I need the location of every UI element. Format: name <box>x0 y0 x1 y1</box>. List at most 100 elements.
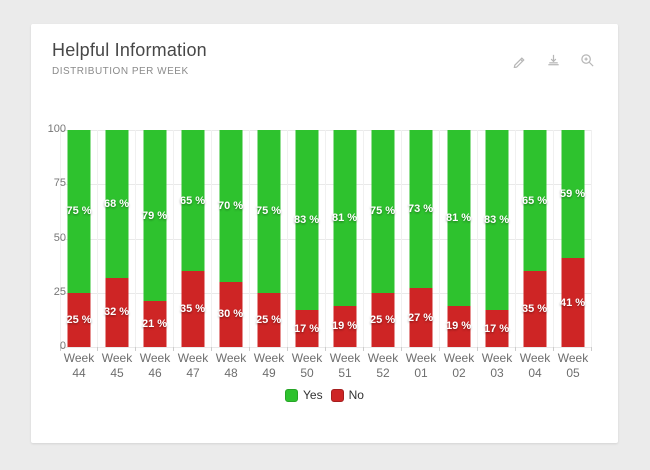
x-axis-label: Week 03 <box>478 351 516 381</box>
gridline <box>60 184 592 186</box>
x-axis-label-line2: 01 <box>414 366 428 380</box>
bar-value-label: 73 % <box>407 203 434 216</box>
legend-item-no[interactable]: No <box>330 388 364 402</box>
bar-value-label: 81 % <box>331 211 358 224</box>
bar-value-label: 79 % <box>141 209 168 222</box>
bar-segment-yes[interactable]: 83 % <box>293 130 320 311</box>
bar-value-label: 25 % <box>369 313 396 326</box>
x-axis-label-line1: Week <box>63 351 95 365</box>
category-cell: 83 % 17 % <box>288 130 326 351</box>
category-cell: 75 % 25 % <box>364 130 402 351</box>
bar-week-44: 75 % 25 % <box>66 130 92 347</box>
download-icon <box>548 54 559 65</box>
bar-segment-yes[interactable]: 68 % <box>103 130 130 278</box>
bar-week-51: 81 % 19 % <box>331 130 358 347</box>
download-button[interactable] <box>546 52 562 68</box>
bar-week-50: 83 % 17 % <box>293 130 320 347</box>
x-axis-label: Week 49 <box>250 351 288 381</box>
bar-value-label: 17 % <box>483 322 510 335</box>
bar-segment-yes[interactable]: 73 % <box>407 130 434 289</box>
bar-week-49: 75 % 25 % <box>255 130 282 347</box>
bar-segment-yes[interactable]: 70 % <box>217 130 244 282</box>
gridline <box>60 130 592 131</box>
magnifier-icon <box>581 53 594 67</box>
card-header: Helpful Information DISTRIBUTION PER WEE… <box>31 24 618 77</box>
bar-week-03: 83 % 17 % <box>483 130 510 347</box>
bar-value-label: 25 % <box>255 313 282 326</box>
bar-segment-yes[interactable]: 83 % <box>484 130 509 311</box>
x-axis-label-line2: 46 <box>148 366 162 380</box>
x-axis-label-line1: Week <box>329 351 361 365</box>
bar-segment-no[interactable]: 19 % <box>446 305 471 347</box>
bar-value-label: 65 % <box>521 194 548 207</box>
bar-segment-yes[interactable]: 81 % <box>445 130 472 306</box>
x-axis-label-line2: 51 <box>338 366 352 380</box>
category-cell: 75 % 25 % <box>60 130 98 351</box>
y-axis-label: 50 <box>53 231 66 244</box>
bar-segment-yes[interactable]: 75 % <box>256 130 281 293</box>
bar-segment-yes[interactable]: 79 % <box>141 130 168 302</box>
bar-segment-no[interactable]: 17 % <box>483 310 510 347</box>
bar-value-label: 19 % <box>331 320 358 333</box>
x-axis-label: Week 02 <box>440 351 478 381</box>
bar-segment-yes[interactable]: 81 % <box>331 130 358 306</box>
legend-item-yes[interactable]: Yes <box>285 388 323 402</box>
category-cell: 81 % 19 % <box>326 130 364 351</box>
y-axis-label: 100 <box>47 123 66 135</box>
x-axis-label: Week 47 <box>174 351 212 381</box>
x-axis-label-line2: 02 <box>452 366 466 380</box>
x-axis-label-line2: 05 <box>566 366 580 380</box>
x-axis-label: Week 45 <box>98 351 136 381</box>
x-axis-label-line1: Week <box>481 351 513 365</box>
x-axis-labels: Week 44 Week 45 Week 46 Week 47 Week 48 Week 49 Week… <box>60 351 592 381</box>
bar-segment-no[interactable]: 25 % <box>255 292 282 347</box>
zoom-button[interactable] <box>580 52 596 68</box>
bar-segment-no[interactable]: 27 % <box>408 288 433 347</box>
bar-value-label: 32 % <box>103 306 130 319</box>
bar-value-label: 83 % <box>293 214 320 227</box>
bar-segment-yes[interactable]: 75 % <box>66 130 92 293</box>
bar-value-label: 75 % <box>66 205 92 218</box>
bar-value-label: 68 % <box>103 197 130 210</box>
bar-segment-yes[interactable]: 65 % <box>180 130 205 272</box>
chart-subtitle: DISTRIBUTION PER WEEK <box>52 66 189 77</box>
x-axis-label: Week 04 <box>516 351 554 381</box>
bar-segment-no[interactable]: 35 % <box>179 271 206 347</box>
bar-segment-no[interactable]: 21 % <box>142 301 167 347</box>
bar-segment-no[interactable]: 17 % <box>294 310 319 347</box>
bar-value-label: 35 % <box>179 303 206 316</box>
x-axis-label-line2: 52 <box>376 366 390 380</box>
bar-segment-no[interactable]: 25 % <box>369 292 396 347</box>
bar-segment-no[interactable]: 41 % <box>559 258 586 347</box>
bar-value-label: 81 % <box>445 211 472 224</box>
page-title: Helpful Information <box>52 40 207 60</box>
bar-segment-no[interactable]: 35 % <box>522 271 547 347</box>
bar-value-label: 30 % <box>217 308 244 321</box>
x-axis-label-line2: 04 <box>528 366 542 380</box>
x-axis-label-line1: Week <box>253 351 285 365</box>
x-axis-label-line1: Week <box>519 351 551 365</box>
edit-button[interactable] <box>512 52 528 68</box>
bar-segment-no[interactable]: 19 % <box>331 305 358 347</box>
legend-swatch-yes <box>285 388 299 402</box>
bar-value-label: 41 % <box>559 296 586 309</box>
chart-card: Helpful Information DISTRIBUTION PER WEE… <box>31 24 618 443</box>
x-axis-label-line2: 03 <box>490 366 504 380</box>
x-axis-label: Week 48 <box>212 351 250 381</box>
plot-area: 75 % 25 % 68 % 32 % 79 % 21 % 65 % 35 % 70 % 30 %… <box>60 130 592 351</box>
bar-segment-no[interactable]: 30 % <box>217 281 244 347</box>
bar-segment-yes[interactable]: 59 % <box>560 130 585 259</box>
x-axis-label-line2: 50 <box>300 366 314 380</box>
bar-segment-no[interactable]: 32 % <box>103 277 130 347</box>
legend-swatch-no <box>330 388 344 402</box>
bar-week-47: 65 % 35 % <box>179 130 206 347</box>
bar-segment-no[interactable]: 25 % <box>66 292 92 347</box>
legend: Yes No <box>31 388 618 402</box>
bar-week-02: 81 % 19 % <box>445 130 472 347</box>
category-cell: 65 % 35 % <box>174 130 212 351</box>
x-axis-label-line1: Week <box>177 351 209 365</box>
x-axis-label-line2: 49 <box>262 366 276 380</box>
bar-segment-yes[interactable]: 75 % <box>370 130 395 293</box>
bar-segment-yes[interactable]: 65 % <box>521 130 548 272</box>
bar-value-label: 70 % <box>217 199 244 212</box>
